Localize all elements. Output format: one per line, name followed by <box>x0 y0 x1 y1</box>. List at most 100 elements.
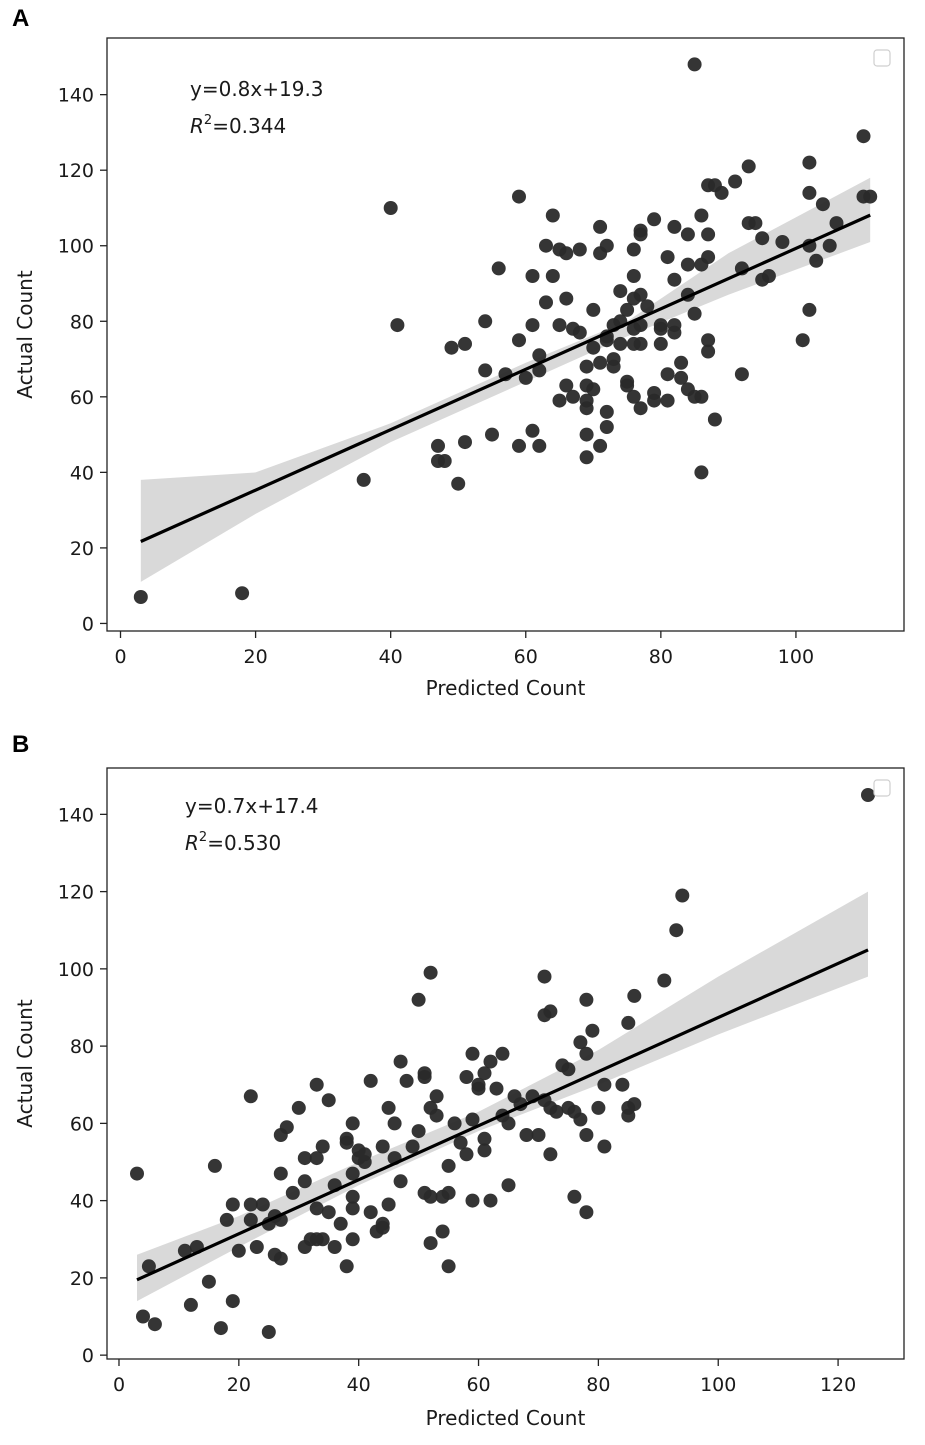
scatter-point <box>687 306 702 321</box>
y-tick-label: 60 <box>70 387 94 409</box>
scatter-point <box>345 1116 360 1131</box>
scatter-point <box>429 1108 444 1123</box>
scatter-point <box>680 257 695 272</box>
scatter-point <box>657 973 672 988</box>
scatter-point <box>390 318 405 333</box>
scatter-point <box>543 1004 558 1019</box>
y-tick-label: 120 <box>58 882 94 904</box>
scatter-point <box>478 363 493 378</box>
scatter-point <box>775 235 790 249</box>
scatter-point <box>728 174 743 189</box>
y-tick-label: 80 <box>70 311 94 333</box>
scatter-point <box>387 1116 402 1131</box>
x-tick-label: 40 <box>347 1374 371 1396</box>
scatter-point <box>465 1112 480 1127</box>
scatter-point <box>423 965 438 980</box>
scatter-point <box>669 923 684 938</box>
scatter-point <box>660 250 675 265</box>
legend-box <box>873 779 891 797</box>
scatter-point <box>579 1205 594 1220</box>
scatter-point <box>606 359 621 374</box>
x-axis-title: Predicted Count <box>426 1406 586 1430</box>
scatter-point <box>381 1197 396 1212</box>
scatter-point <box>559 378 574 393</box>
scatter-point <box>802 185 817 200</box>
r-superscript: 2 <box>199 830 207 845</box>
scatter-point <box>734 367 749 382</box>
scatter-point <box>512 189 526 204</box>
scatter-point <box>273 1251 288 1266</box>
scatter-point <box>393 1174 408 1189</box>
scatter-point <box>207 1158 222 1173</box>
scatter-point <box>591 1100 606 1115</box>
scatter-point <box>674 370 689 385</box>
scatter-point <box>297 1174 312 1189</box>
y-tick-label: 40 <box>70 1191 94 1213</box>
scatter-point <box>243 1089 258 1104</box>
scatter-point <box>512 333 526 348</box>
scatter-point <box>647 386 662 400</box>
y-tick-label: 20 <box>70 538 94 560</box>
scatter-point <box>231 1243 246 1258</box>
chart-panel-b: B 0 20 40 60 80 100 120 0 20 40 60 80 100 120 140 Predic… <box>12 731 905 1430</box>
scatter-point <box>429 1089 444 1104</box>
scatter-point <box>620 302 635 317</box>
scatter-point <box>552 318 567 333</box>
scatter-point <box>599 238 614 253</box>
scatter-point <box>748 216 763 231</box>
scatter-point <box>219 1212 234 1227</box>
scatter-point <box>309 1077 324 1092</box>
scatter-point <box>279 1120 294 1135</box>
y-tick-label: 0 <box>82 613 94 635</box>
scatter-point <box>243 1212 258 1227</box>
scatter-point <box>667 219 682 234</box>
scatter-point <box>572 242 587 257</box>
scatter-point <box>249 1240 264 1254</box>
scatter-point <box>417 1070 432 1084</box>
scatter-point <box>345 1189 360 1204</box>
scatter-point <box>680 227 695 242</box>
scatter-point <box>375 1139 390 1154</box>
scatter-point <box>795 333 810 348</box>
x-tick-label: 100 <box>778 646 814 668</box>
scatter-point <box>755 231 770 246</box>
scatter-point <box>633 318 648 333</box>
scatter-point <box>519 1128 534 1142</box>
scatter-point <box>573 1112 588 1127</box>
scatter-point <box>357 1147 372 1162</box>
r-squared-value: =0.344 <box>212 114 286 138</box>
scatter-point <box>363 1073 378 1088</box>
scatter-point <box>411 1124 426 1139</box>
scatter-point <box>597 1139 612 1154</box>
scatter-point <box>315 1232 330 1247</box>
scatter-point <box>621 1015 636 1030</box>
scatter-point <box>381 1100 396 1115</box>
scatter-point <box>345 1166 360 1181</box>
scatter-point <box>489 1081 504 1096</box>
scatter-point <box>261 1325 276 1339</box>
x-tick-label: 80 <box>586 1374 610 1396</box>
scatter-point <box>714 185 729 200</box>
scatter-point <box>802 302 817 317</box>
scatter-point <box>459 1070 474 1084</box>
x-tick-label: 100 <box>700 1374 736 1396</box>
scatter-point <box>694 208 709 223</box>
scatter-point <box>136 1309 150 1324</box>
scatter-point <box>383 201 398 215</box>
scatter-point <box>405 1139 420 1154</box>
scatter-point <box>333 1216 348 1231</box>
scatter-point <box>495 1046 510 1061</box>
y-tick-label: 20 <box>70 1268 94 1290</box>
regression-equation: y=0.8x+19.3 <box>190 77 324 101</box>
scatter-point <box>501 1178 516 1193</box>
scatter-point <box>599 404 614 419</box>
scatter-point <box>593 438 608 453</box>
scatter-point <box>141 1259 156 1274</box>
plot-frame <box>106 37 905 632</box>
regression-equation: y=0.7x+17.4 <box>185 794 319 818</box>
scatter-point <box>531 1128 546 1142</box>
scatter-point <box>147 1317 162 1332</box>
scatter-point <box>201 1274 216 1289</box>
scatter-point <box>458 435 472 450</box>
scatter-point <box>627 1097 642 1112</box>
